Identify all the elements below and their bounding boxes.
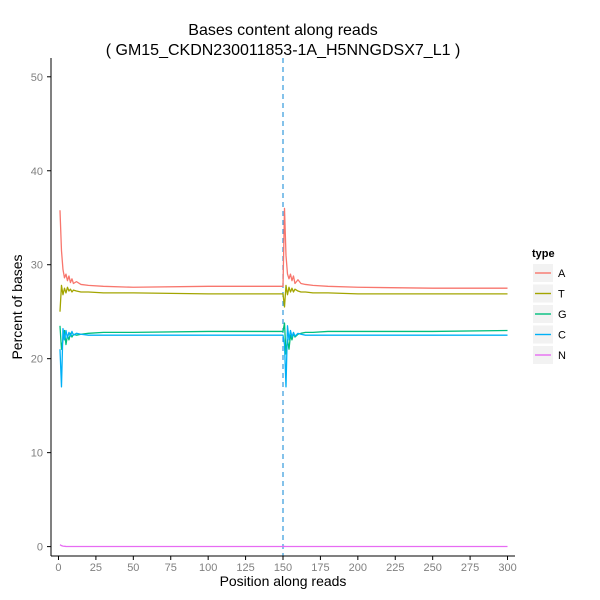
y-axis-ticks: 0 10 20 30 40 50 [31,72,51,554]
x-tick-label: 25 [90,562,102,574]
series-line-A [59,207,508,289]
x-tick-label: 75 [165,562,177,574]
x-tick-label: 275 [461,562,479,574]
series-line-C [59,325,508,388]
y-tick-label: 40 [31,166,43,178]
legend-label-T: T [558,289,565,301]
x-tick-label: 125 [236,562,254,574]
x-tick-label: 200 [349,562,367,574]
legend-label-N: N [558,350,566,362]
x-tick-label: 175 [311,562,329,574]
y-axis-title: Percent of bases [9,254,25,359]
series-line-N [59,544,508,548]
legend-label-C: C [558,330,566,342]
x-tick-label: 100 [199,562,217,574]
x-tick-label: 250 [423,562,441,574]
y-tick-label: 10 [31,448,43,460]
x-tick-label: 50 [127,562,139,574]
y-tick-label: 30 [31,260,43,272]
x-axis-title: Position along reads [220,573,347,589]
x-tick-label: 300 [498,562,516,574]
x-tick-label: 150 [274,562,292,574]
x-tick-label: 225 [386,562,404,574]
legend-title: type [532,248,555,260]
legend-label-A: A [558,268,566,280]
series-line-T [59,284,508,312]
chart-subtitle: ( GM15_CKDN230011853-1A_H5NNGDSX7_L1 ) [106,42,461,59]
series-layer [59,207,508,548]
chart-title: Bases content along reads [188,22,377,39]
y-tick-label: 50 [31,72,43,84]
x-tick-label: 0 [55,562,61,574]
y-tick-label: 0 [37,542,43,554]
legend-label-G: G [558,309,567,321]
x-axis-ticks: 0 25 50 75 100 125 150 175 200 225 250 275 300 [55,556,517,574]
y-tick-label: 20 [31,354,43,366]
